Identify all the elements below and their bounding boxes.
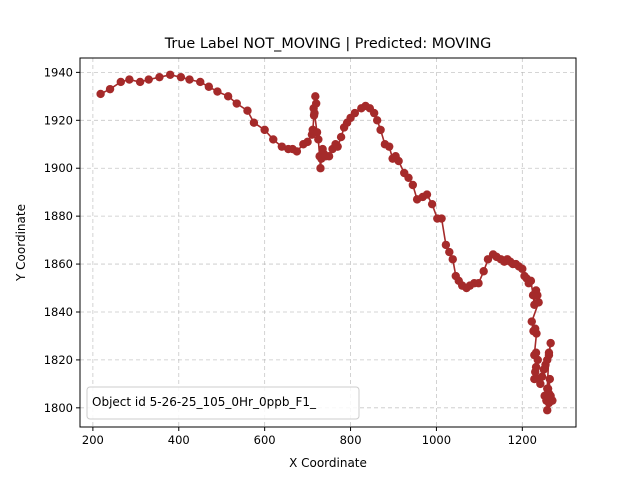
trajectory-point [445, 247, 454, 257]
trajectory-point [292, 147, 302, 156]
trajectory-point [277, 142, 287, 151]
trajectory-point [316, 164, 325, 173]
x-axis-label: X Coordinate [289, 456, 367, 470]
x-tick-label: 200 [82, 433, 104, 447]
plot-frame [79, 57, 577, 428]
y-tick-label: 1800 [44, 401, 73, 415]
y-tick-label: 1860 [44, 257, 73, 271]
x-tick-label: 800 [340, 433, 362, 447]
trajectory-point [350, 108, 360, 118]
trajectory-point [546, 338, 555, 348]
trajectory-point [269, 135, 278, 144]
legend: Object id 5-26-25_105_0Hr_0ppb_F1_ [86, 386, 360, 420]
trajectory-point [176, 72, 186, 82]
trajectory-point [333, 142, 342, 151]
trajectory-point [336, 132, 346, 142]
trajectory-point [474, 279, 483, 288]
trajectory-point [404, 173, 413, 183]
trajectory-point [260, 125, 269, 135]
trajectory-point [408, 180, 418, 190]
chart-title: True Label NOT_MOVING | Predicted: MOVIN… [164, 36, 492, 52]
x-tick-label: 600 [254, 433, 276, 447]
x-tick-label: 400 [168, 433, 190, 447]
trajectory-point [527, 317, 536, 326]
trajectory-point [546, 394, 555, 403]
trajectory-point [543, 406, 552, 415]
axis-ticks: 200 400 600 800 1000 1200 1800 1820 1840 1860 1880… [44, 65, 537, 447]
trajectory-point [223, 92, 233, 101]
x-tick-label: 1200 [508, 433, 537, 447]
trajectory-point [448, 255, 457, 264]
trajectory-point [135, 77, 145, 87]
trajectory-point [196, 77, 205, 87]
trajectory-point [204, 82, 214, 91]
trajectory-point [243, 106, 252, 115]
legend-box [86, 386, 360, 420]
trajectory-point [518, 264, 527, 274]
trajectory-point [437, 214, 446, 223]
trajectory-point [369, 108, 379, 118]
trajectory-point [526, 276, 536, 286]
trajectory-point [376, 125, 385, 135]
trajectory-point [213, 87, 222, 96]
y-axis-label: Y Coordinate [14, 204, 28, 282]
trajectory-point [427, 199, 437, 209]
y-tick-label: 1880 [44, 209, 73, 223]
trajectory-point [303, 137, 312, 147]
y-tick-label: 1840 [44, 305, 73, 319]
trajectory-point [312, 128, 322, 137]
trajectory-point [155, 72, 164, 82]
trajectory-point [125, 75, 134, 84]
trajectory-point [537, 372, 547, 381]
trajectory-point [372, 116, 382, 125]
trajectory-point [324, 152, 334, 161]
trajectory-point [311, 99, 321, 108]
data-series [96, 70, 557, 415]
trajectory-point [534, 298, 543, 307]
trajectory-point [422, 190, 432, 199]
trajectory-point [532, 329, 541, 338]
trajectory-point [441, 240, 451, 250]
trajectory-point [544, 350, 554, 360]
y-tick-label: 1900 [44, 161, 73, 175]
y-tick-label: 1920 [44, 113, 73, 127]
trajectory-point [314, 135, 323, 144]
trajectory-point [249, 118, 259, 127]
trajectory-point [311, 92, 320, 101]
trajectory-point [165, 70, 175, 79]
trajectory-point [479, 267, 488, 276]
trajectory-point [394, 156, 403, 166]
trajectory-point [531, 362, 541, 372]
trajectory-point [536, 379, 545, 389]
trajectory-point [545, 374, 555, 384]
trajectory-point [384, 142, 394, 151]
trajectory-point [533, 291, 542, 300]
trajectory-point [116, 77, 125, 87]
trajectory-point [96, 89, 105, 99]
trajectory-point [232, 99, 241, 108]
y-tick-label: 1820 [44, 353, 73, 367]
legend-text: Object id 5-26-25_105_0Hr_0ppb_F1_ [92, 395, 317, 409]
trajectory-point [144, 75, 153, 84]
trajectory-point [105, 84, 115, 94]
trajectory-point [531, 348, 541, 357]
x-tick-label: 1000 [422, 433, 451, 447]
trajectory-point [310, 108, 319, 118]
trajectory-point [185, 75, 194, 84]
y-tick-label: 1940 [44, 65, 73, 79]
trajectory-point [533, 355, 542, 365]
